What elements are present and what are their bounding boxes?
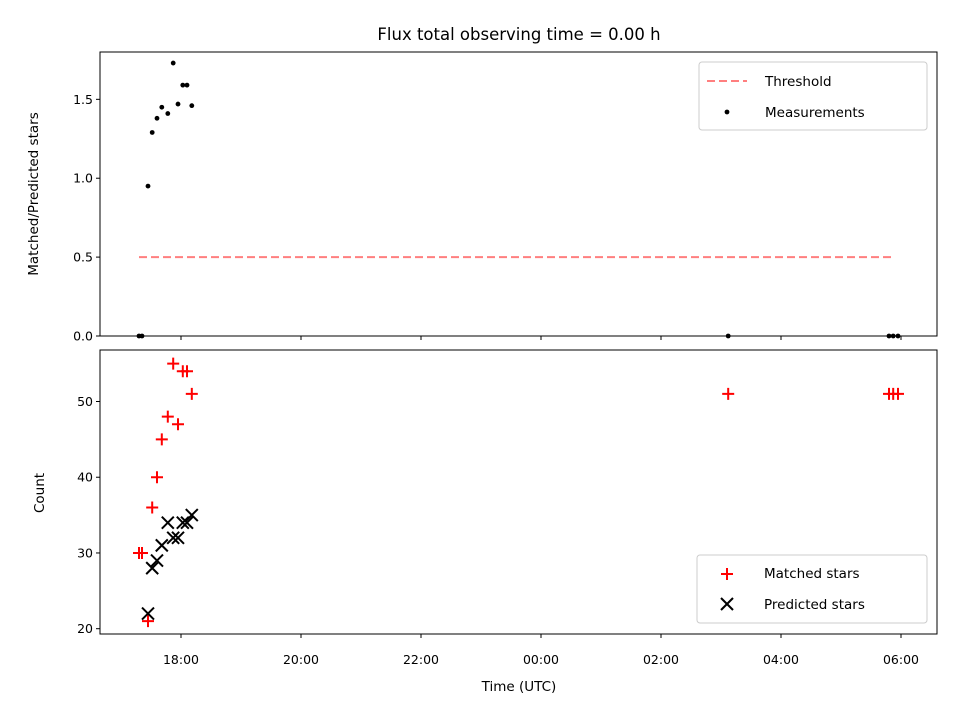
bottom-panel: 20 30 40 50 18:00 20:00 22:00 00:00 02:00 04:00 06… [77,349,938,667]
top-legend: Threshold Measurements [698,61,928,131]
measurement-point [184,82,190,88]
measurement-point [175,101,181,107]
matched-star-point [172,418,184,431]
top-y-tick-label: 1.5 [73,92,93,107]
matched-star-point [151,471,163,484]
measurement-point [170,60,176,66]
measurement-point [154,115,160,121]
matched-star-point [892,387,904,400]
matched-star-point [146,501,159,514]
predicted-star-point [145,561,159,575]
predicted-stars-legend-marker [720,597,734,611]
x-tick-label: 04:00 [763,652,799,667]
top-axes-frame [99,51,938,337]
predicted-star-point [180,515,194,530]
measurement-point [159,104,165,110]
predicted-star-point [166,531,180,545]
predicted-star-point [176,515,190,530]
bottom-y-tick-label: 40 [77,470,93,485]
x-tick-label: 22:00 [403,652,439,667]
threshold-legend-label: Threshold [764,74,832,90]
measurements-legend-label: Measurements [765,105,865,121]
matched-star-point [167,357,180,370]
measurement-point [145,183,151,189]
x-tick-label: 06:00 [883,652,919,667]
matched-stars-legend-label: Matched stars [764,566,860,582]
x-tick-label: 02:00 [643,652,679,667]
predicted-star-point [155,538,169,553]
matched-star-point [142,615,154,628]
bottom-legend: Matched stars Predicted stars [696,554,928,624]
chart-title: Flux total observing time = 0.00 h [377,25,660,44]
top-legend-frame [698,61,928,131]
bottom-legend-frame [696,554,928,624]
bottom-y-tick-label: 30 [77,545,93,560]
x-tick-label: 20:00 [283,652,319,667]
measurement-point [149,130,155,135]
matched-star-point [722,387,735,400]
bottom-plot-area [133,357,904,628]
x-axis-label: Time (UTC) [481,679,557,695]
predicted-stars-legend-label: Predicted stars [764,597,865,613]
top-y-tick-label: 0.0 [73,329,93,344]
bottom-y-tick-label: 50 [77,394,93,409]
bottom-axes-frame [99,349,938,635]
predicted-star-point [171,531,185,545]
measurement-point [165,111,171,116]
top-y-tick-label: 1.0 [73,171,93,186]
matched-star-point [161,410,174,423]
predicted-star-point [161,515,175,530]
matched-star-point [155,433,168,446]
predicted-star-point [150,553,164,568]
predicted-star-point [141,606,155,621]
top-panel: 0.0 0.5 1.0 1.5 [73,51,938,344]
x-tick-label: 00:00 [523,652,559,667]
matched-star-point [185,387,198,400]
top-y-axis-label: Matched/Predicted stars [26,112,42,275]
bottom-y-tick-label: 20 [77,621,93,636]
x-tick-label: 18:00 [163,652,199,667]
matched-star-point [136,546,148,559]
measurement-point [189,103,195,109]
top-y-tick-label: 0.5 [73,250,93,265]
predicted-star-point [185,508,199,522]
matched-stars-legend-marker [721,568,733,580]
measurement-point [180,82,186,88]
bottom-y-axis-label: Count [32,473,48,513]
measurements-legend-marker [724,109,730,115]
matched-star-point [181,365,193,378]
